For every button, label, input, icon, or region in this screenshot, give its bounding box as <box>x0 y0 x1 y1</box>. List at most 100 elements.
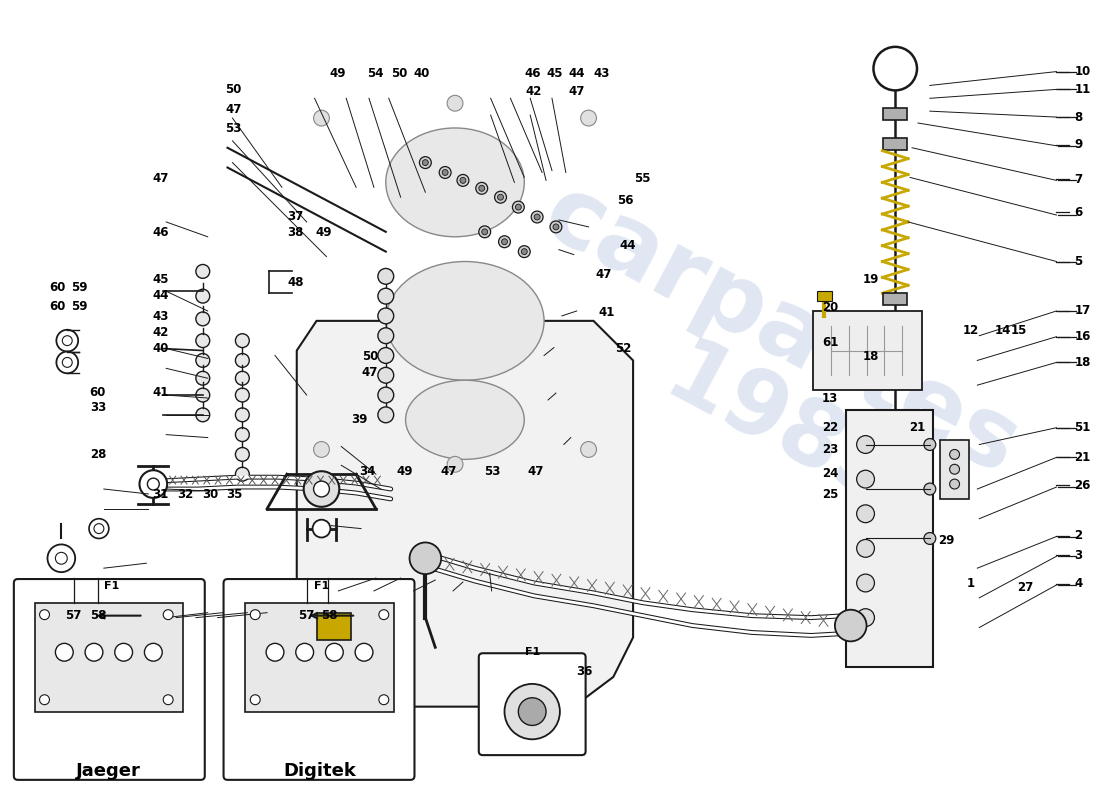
Circle shape <box>535 214 540 220</box>
Circle shape <box>518 246 530 258</box>
Circle shape <box>516 204 521 210</box>
Circle shape <box>447 95 463 111</box>
Text: 22: 22 <box>822 421 838 434</box>
Circle shape <box>513 201 525 213</box>
Circle shape <box>857 609 874 626</box>
Text: F1: F1 <box>104 581 120 591</box>
Text: 58: 58 <box>90 609 107 622</box>
Text: 2: 2 <box>1075 529 1082 542</box>
Circle shape <box>478 226 491 238</box>
Circle shape <box>439 166 451 178</box>
Bar <box>245 602 394 711</box>
Text: 24: 24 <box>822 466 838 480</box>
Circle shape <box>505 684 560 739</box>
Circle shape <box>378 407 394 422</box>
Circle shape <box>196 408 210 422</box>
Circle shape <box>378 367 394 383</box>
Bar <box>813 311 922 390</box>
Text: Digitek: Digitek <box>283 762 356 780</box>
Circle shape <box>314 110 329 126</box>
Bar <box>939 439 969 499</box>
Ellipse shape <box>386 128 525 237</box>
Circle shape <box>235 354 250 367</box>
Circle shape <box>55 643 74 661</box>
Text: 27: 27 <box>1016 582 1033 594</box>
Text: 60: 60 <box>50 281 66 294</box>
Text: 58: 58 <box>321 609 338 622</box>
Text: 44: 44 <box>152 289 168 302</box>
Circle shape <box>550 221 562 233</box>
Circle shape <box>378 694 388 705</box>
Text: 47: 47 <box>226 102 242 116</box>
Ellipse shape <box>386 262 544 380</box>
Text: 13: 13 <box>822 391 838 405</box>
Circle shape <box>47 545 75 572</box>
Text: carpartes: carpartes <box>528 166 1035 495</box>
Text: 57: 57 <box>298 609 315 622</box>
Text: 43: 43 <box>152 310 168 323</box>
Circle shape <box>857 574 874 592</box>
Text: 60: 60 <box>90 386 106 398</box>
Circle shape <box>378 328 394 344</box>
Text: 45: 45 <box>152 273 168 286</box>
Text: 57: 57 <box>65 609 81 622</box>
Text: 61: 61 <box>822 336 838 349</box>
Circle shape <box>312 520 330 538</box>
Text: 34: 34 <box>359 465 375 478</box>
Text: F1: F1 <box>314 581 329 591</box>
Text: 9: 9 <box>1075 138 1082 151</box>
Circle shape <box>196 312 210 326</box>
Bar <box>317 613 351 640</box>
Text: 44: 44 <box>569 67 585 80</box>
Text: 59: 59 <box>70 299 87 313</box>
Circle shape <box>378 610 388 620</box>
Circle shape <box>235 408 250 422</box>
Text: 49: 49 <box>329 67 345 80</box>
Text: 39: 39 <box>351 414 367 426</box>
Text: 43: 43 <box>593 67 609 80</box>
Circle shape <box>378 269 394 284</box>
Circle shape <box>422 160 428 166</box>
Bar <box>846 410 933 667</box>
Circle shape <box>460 178 466 183</box>
Text: 49: 49 <box>316 226 332 239</box>
Circle shape <box>85 643 103 661</box>
Text: 1985: 1985 <box>650 332 913 527</box>
Text: F1: F1 <box>525 647 540 658</box>
Circle shape <box>63 358 73 367</box>
Text: 54: 54 <box>366 67 383 80</box>
Text: 47: 47 <box>527 465 543 478</box>
Circle shape <box>196 371 210 385</box>
Text: 56: 56 <box>617 194 634 206</box>
Text: 21: 21 <box>1075 451 1090 464</box>
Text: 4: 4 <box>1075 578 1082 590</box>
Text: 50: 50 <box>392 67 408 80</box>
Text: 42: 42 <box>152 326 168 339</box>
Circle shape <box>235 467 250 481</box>
Text: 48: 48 <box>287 276 304 289</box>
Circle shape <box>949 464 959 474</box>
Circle shape <box>857 470 874 488</box>
Circle shape <box>531 211 543 223</box>
Text: 18: 18 <box>1075 356 1090 369</box>
Circle shape <box>497 194 504 200</box>
Text: 47: 47 <box>569 85 585 98</box>
Circle shape <box>196 290 210 303</box>
Circle shape <box>251 610 261 620</box>
Circle shape <box>40 610 49 620</box>
Text: 1: 1 <box>966 578 975 590</box>
Circle shape <box>196 265 210 278</box>
Circle shape <box>924 483 936 495</box>
Text: 49: 49 <box>396 465 412 478</box>
Text: 40: 40 <box>414 67 430 80</box>
Text: 6: 6 <box>1075 206 1082 218</box>
Circle shape <box>521 249 527 254</box>
Text: 47: 47 <box>362 366 378 379</box>
Text: 35: 35 <box>227 489 243 502</box>
Circle shape <box>163 610 173 620</box>
Text: 29: 29 <box>938 534 955 547</box>
Circle shape <box>196 334 210 347</box>
Text: 53: 53 <box>226 122 242 135</box>
Text: 52: 52 <box>615 342 631 355</box>
Circle shape <box>196 388 210 402</box>
